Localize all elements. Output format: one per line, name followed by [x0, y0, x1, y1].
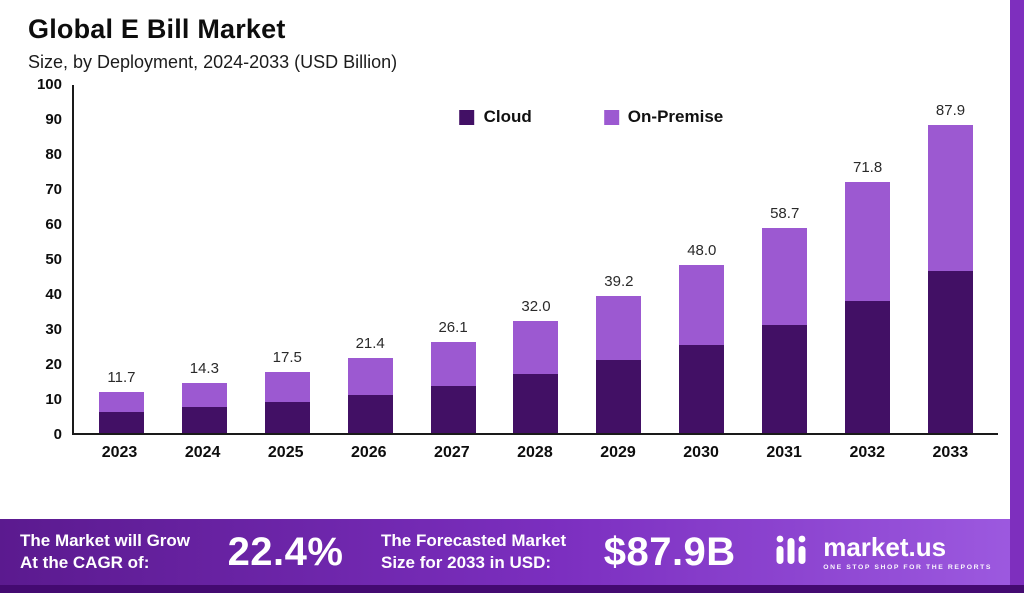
- x-axis-label: 2024: [184, 444, 221, 461]
- brand-block: market.us ONE STOP SHOP FOR THE REPORTS: [773, 533, 992, 572]
- bar-group: 39.2: [596, 272, 642, 433]
- x-axis-label: 2023: [101, 444, 138, 461]
- bar-group: 17.5: [264, 348, 310, 433]
- y-axis-label: 0: [53, 426, 62, 443]
- y-axis-label: 60: [45, 216, 62, 233]
- header: Global E Bill Market Size, by Deployment…: [0, 0, 1024, 73]
- bar-total-label: 17.5: [272, 348, 302, 366]
- forecast-label-line1: The Forecasted Market: [381, 531, 567, 551]
- brand-text-wrap: market.us ONE STOP SHOP FOR THE REPORTS: [823, 534, 992, 571]
- bar-segment-on-premise: [430, 341, 476, 386]
- bar-segment-on-premise: [596, 295, 642, 361]
- bar-total-label: 11.7: [107, 369, 136, 387]
- bar-segment-on-premise: [513, 321, 559, 375]
- bar-segment-cloud: [347, 394, 393, 433]
- bar-total-label: 58.7: [770, 204, 800, 222]
- bar-group: 21.4: [347, 335, 393, 433]
- bar-segment-on-premise: [264, 371, 310, 402]
- bar-segment-cloud: [596, 360, 642, 433]
- y-axis-label: 10: [45, 391, 62, 408]
- legend-item-on-premise: On-Premise: [603, 107, 724, 127]
- forecast-label: The Forecasted Market Size for 2033 in U…: [381, 530, 566, 574]
- legend-swatch: [459, 109, 475, 125]
- bar-segment-on-premise: [679, 265, 725, 345]
- bars: 11.7 14.3 17.5 21.4 26.1 32.0 39.2 48.0 58.7 71.8…: [74, 85, 998, 433]
- legend-label: Cloud: [483, 107, 532, 126]
- bar-segment-cloud: [928, 271, 974, 433]
- x-axis-label: 2031: [766, 444, 802, 461]
- bar-segment-on-premise: [181, 382, 227, 408]
- legend: Cloud On-Premise: [459, 107, 724, 127]
- x-axis-label: 2027: [434, 444, 470, 461]
- y-axis-label: 90: [45, 111, 62, 128]
- plot-area: Cloud On-Premise 11.7 14.3 17.5 21.4 26.1 32.0…: [72, 85, 998, 435]
- bar-group: 11.7: [98, 369, 144, 433]
- legend-label: On-Premise: [627, 107, 724, 126]
- y-axis-label: 20: [45, 356, 62, 373]
- forecast-value: $87.9B: [603, 529, 736, 574]
- forecast-label-line2: Size for 2033 in USD:: [381, 553, 552, 572]
- y-axis-label: 100: [36, 76, 62, 93]
- x-axis-label: 2030: [683, 444, 719, 461]
- bar-segment-on-premise: [98, 392, 144, 412]
- y-axis-label: 30: [45, 321, 62, 338]
- x-axis-label: 2026: [350, 444, 387, 461]
- bar-group: 14.3: [181, 359, 227, 433]
- bar-total-label: 26.1: [438, 318, 468, 336]
- page-subtitle: Size, by Deployment, 2024-2033 (USD Bill…: [28, 52, 398, 72]
- bar-segment-on-premise: [762, 227, 808, 325]
- marketus-logo-icon: [773, 533, 813, 572]
- bar-segment-cloud: [845, 300, 891, 433]
- y-axis-label: 40: [45, 286, 62, 303]
- y-axis-label: 80: [45, 146, 62, 163]
- legend-swatch: [603, 109, 619, 125]
- bar-total-label: 21.4: [355, 335, 385, 353]
- brand-name: market.us: [823, 531, 947, 562]
- bar-segment-cloud: [181, 407, 227, 433]
- bar-segment-cloud: [264, 401, 310, 433]
- bar-group: 71.8: [845, 158, 891, 433]
- bar-total-label: 39.2: [604, 272, 634, 290]
- brand-tagline: ONE STOP SHOP FOR THE REPORTS: [823, 563, 992, 571]
- y-axis: 0 10 20 30 40 50 60 70 80 90 100: [26, 76, 72, 443]
- cagr-value: 22.4%: [227, 529, 344, 574]
- bar-segment-cloud: [679, 344, 725, 433]
- bar-group: 58.7: [762, 204, 808, 433]
- page-title: Global E Bill Market: [28, 14, 286, 44]
- bar-segment-on-premise: [845, 181, 891, 301]
- bar-segment-on-premise: [347, 358, 393, 395]
- bar-segment-cloud: [430, 385, 476, 433]
- cagr-label-line1: The Market will Grow: [20, 531, 191, 551]
- bar-total-label: 71.8: [853, 158, 883, 176]
- y-axis-label: 70: [45, 181, 62, 198]
- bar-group: 26.1: [430, 318, 476, 433]
- cagr-label-line2: At the CAGR of:: [20, 553, 150, 572]
- legend-item-cloud: Cloud: [459, 107, 532, 127]
- cagr-label: The Market will Grow At the CAGR of:: [20, 530, 190, 574]
- x-axis-label: 2033: [932, 444, 969, 461]
- x-axis-label: 2028: [517, 444, 553, 461]
- bar-group: 87.9: [928, 102, 974, 433]
- bar-segment-cloud: [98, 411, 144, 433]
- bar-segment-cloud: [513, 374, 559, 433]
- right-accent-strip: [1010, 0, 1024, 593]
- bar-total-label: 32.0: [521, 298, 551, 316]
- chart-inner: 0 10 20 30 40 50 60 70 80 90 100 Cloud On-Premise 1…: [26, 76, 998, 443]
- footer-banner: The Market will Grow At the CAGR of: 22.…: [0, 519, 1024, 585]
- x-axis-label: 2025: [267, 444, 304, 461]
- y-axis-label: 50: [45, 251, 62, 268]
- stacked-bar-chart: 0 10 20 30 40 50 60 70 80 90 100 Cloud On-Premise 1…: [26, 76, 998, 462]
- bar-total-label: 48.0: [687, 242, 717, 260]
- x-axis-labels: 2023 2024 2025 2026 2027 2028 2029 2030 2031 2032…: [72, 444, 998, 462]
- bar-segment-on-premise: [928, 125, 974, 272]
- bar-group: 32.0: [513, 298, 559, 433]
- x-axis-label: 2029: [600, 444, 636, 461]
- bar-group: 48.0: [679, 242, 725, 433]
- bar-segment-cloud: [762, 324, 808, 433]
- bar-total-label: 87.9: [935, 102, 966, 120]
- bottom-accent-strip: [0, 585, 1024, 593]
- x-axis-label: 2032: [849, 444, 886, 461]
- bar-total-label: 14.3: [189, 359, 219, 377]
